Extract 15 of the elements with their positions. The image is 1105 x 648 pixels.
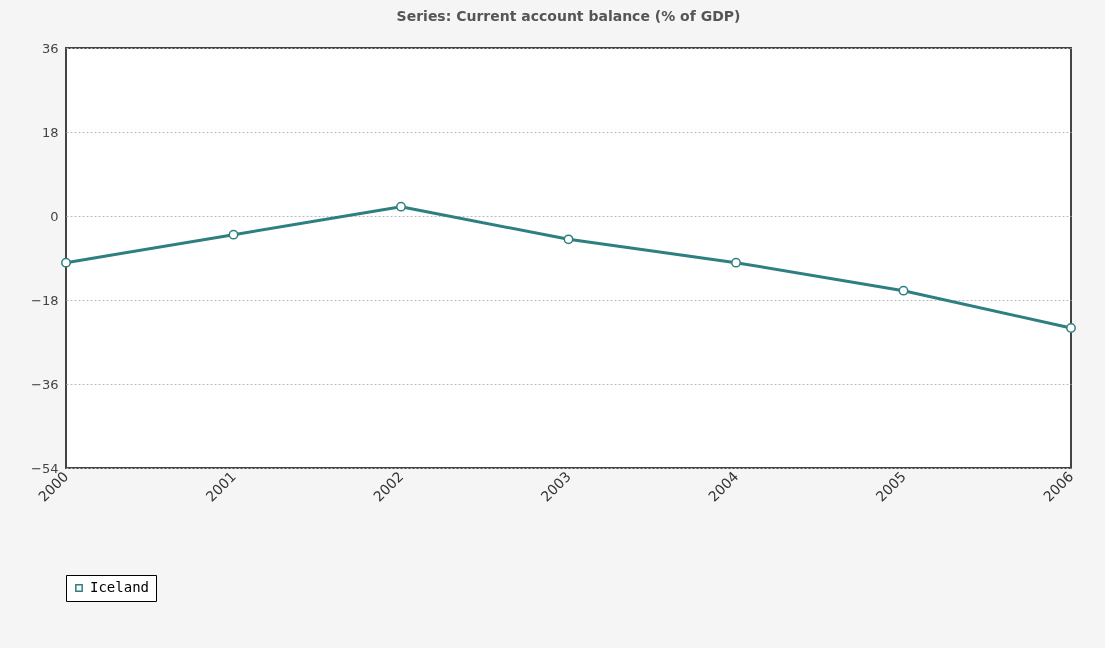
point <box>731 257 741 268</box>
point <box>61 257 71 268</box>
y-tick-label: −36 <box>31 376 59 392</box>
chart-title: Series: Current account balance (% of GDP) <box>396 8 741 24</box>
point <box>228 229 239 240</box>
y-tick-label: 18 <box>41 124 59 140</box>
point <box>898 285 909 296</box>
legend-label: Iceland <box>90 579 150 595</box>
point <box>563 234 574 245</box>
point <box>1066 323 1076 333</box>
y-tick-label: −54 <box>31 460 59 476</box>
y-tick-label: −18 <box>31 292 59 308</box>
point <box>396 201 406 212</box>
y-tick-label: 0 <box>50 208 59 224</box>
y-tick-label: 36 <box>41 40 59 56</box>
